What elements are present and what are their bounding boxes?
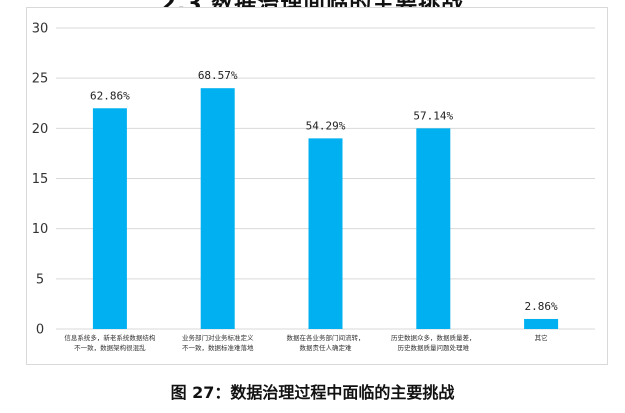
y-tick-label: 25 <box>32 72 49 87</box>
bar-5 <box>524 318 559 329</box>
data-label: 57.14% <box>413 109 453 122</box>
y-tick-label: 20 <box>32 122 49 137</box>
bar-3 <box>308 138 343 329</box>
bar-chart: 0 5 10 15 20 25 30 62.86% 信息系统多，新老系统数据结构 不一致，数据架构… <box>26 7 608 365</box>
data-label: 62.86% <box>90 89 130 102</box>
data-label: 2.86% <box>525 300 558 313</box>
x-category-label: 不一致，数据标准难落地 <box>182 343 254 352</box>
y-tick-label: 30 <box>32 22 49 37</box>
x-category-label: 其它 <box>535 333 548 342</box>
bar-2 <box>200 88 235 329</box>
y-tick-label: 10 <box>32 222 49 237</box>
y-tick-label: 15 <box>32 172 49 187</box>
y-tick-label: 0 <box>36 323 44 338</box>
y-tick-label: 5 <box>36 272 44 287</box>
x-category-label: 业务部门对业务标准定义 <box>182 333 254 342</box>
x-category-label: 数据在各业务部门间流转， <box>287 333 365 342</box>
bar-4 <box>416 128 451 329</box>
x-category-label: 数据责任人确定难 <box>300 343 353 352</box>
x-category-label: 信息系统多，新老系统数据结构 <box>64 333 156 342</box>
x-category-label: 历史数据质量问题处理难 <box>398 343 470 352</box>
x-category-label: 不一致，数据架构很混乱 <box>74 343 146 352</box>
bar-1 <box>92 108 127 330</box>
data-label: 68.57% <box>198 69 238 82</box>
x-category-label: 历史数据众多，数据质量差， <box>391 333 476 342</box>
figure-caption: 图 27：数据治理过程中面临的主要挑战 <box>170 383 455 402</box>
chart-canvas: 0 5 10 15 20 25 30 62.86% 信息系统多，新老系统数据结构不一致，数据架构… <box>32 22 595 352</box>
data-label: 54.29% <box>306 119 346 132</box>
